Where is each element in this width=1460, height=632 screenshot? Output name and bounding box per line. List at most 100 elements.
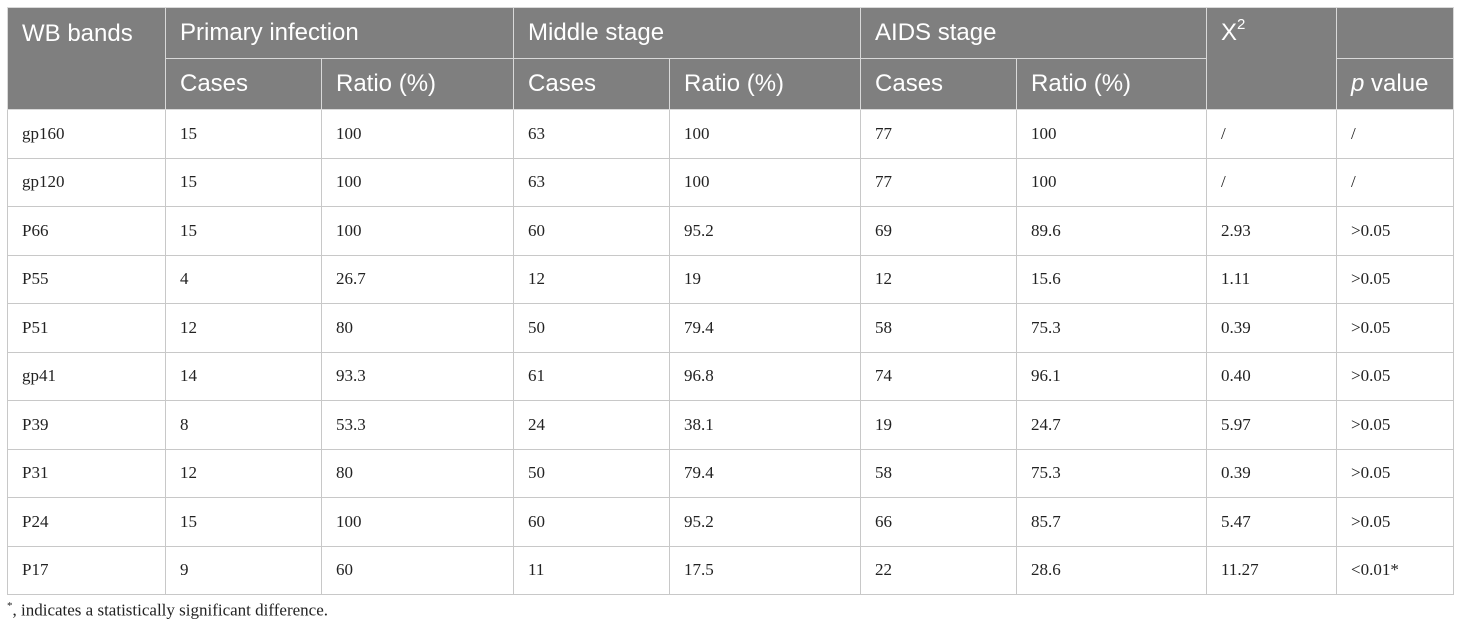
- ms-cases-cell: 61: [513, 351, 671, 401]
- ms-cases-cell: 60: [513, 497, 671, 547]
- band-cell: P24: [7, 497, 166, 547]
- aids-cases-cell: 77: [860, 157, 1018, 207]
- chi-square-cell: 0.39: [1206, 448, 1338, 498]
- table-header: WB bands Primary infection Middle stage …: [7, 7, 1455, 110]
- ms-cases-cell: 11: [513, 545, 671, 595]
- band-cell: P51: [7, 303, 166, 353]
- p-value-header: p value: [1336, 58, 1455, 110]
- ms-cases-cell: 50: [513, 448, 671, 498]
- chi-square-cell: 11.27: [1206, 545, 1338, 595]
- band-cell: P17: [7, 545, 166, 595]
- chi-square-cell: 0.39: [1206, 303, 1338, 353]
- aids-stage-header: AIDS stage: [860, 7, 1208, 59]
- ms-cases-cell: 63: [513, 157, 671, 207]
- chi-square-cell: /: [1206, 157, 1338, 207]
- aids-ratio-cell: 75.3: [1016, 448, 1208, 498]
- chi-square-superscript: 2: [1237, 16, 1246, 33]
- chi-square-header: X2: [1206, 7, 1338, 110]
- pi-cases-cell: 15: [165, 157, 322, 207]
- band-cell: gp160: [7, 109, 166, 159]
- aids-ratio-cell: 100: [1016, 109, 1208, 159]
- primary-infection-header: Primary infection: [164, 7, 515, 59]
- band-cell: P39: [7, 400, 166, 450]
- wb-bands-header: WB bands: [7, 7, 166, 110]
- pi-ratio-cell: 100: [320, 109, 515, 159]
- aids-cases-cell: 74: [860, 351, 1018, 401]
- band-cell: P66: [7, 206, 166, 256]
- p-value-cell: >0.05: [1336, 448, 1455, 498]
- pi-cases-cell: 15: [165, 206, 322, 256]
- table-row: P66 15 100 60 95.2 69 89.6 2.93 >0.05: [7, 206, 1455, 256]
- pi-cases-cell: 14: [165, 351, 322, 401]
- aids-ratio-cell: 85.7: [1016, 497, 1208, 547]
- middle-stage-header: Middle stage: [513, 7, 862, 59]
- band-cell: P55: [7, 254, 166, 304]
- aids-ratio-header: Ratio (%): [1016, 58, 1208, 110]
- table-row: P17 9 60 11 17.5 22 28.6 11.27 <0.01*: [7, 545, 1455, 595]
- p-value-cell: /: [1336, 109, 1455, 159]
- pi-ratio-cell: 100: [320, 497, 515, 547]
- pi-cases-cell: 15: [165, 497, 322, 547]
- pi-ratio-cell: 100: [320, 157, 515, 207]
- p-value-cell: >0.05: [1336, 206, 1455, 256]
- aids-cases-cell: 69: [860, 206, 1018, 256]
- aids-ratio-cell: 96.1: [1016, 351, 1208, 401]
- aids-ratio-cell: 28.6: [1016, 545, 1208, 595]
- pi-ratio-cell: 100: [320, 206, 515, 256]
- pi-cases-cell: 12: [165, 303, 322, 353]
- pi-ratio-cell: 80: [320, 303, 515, 353]
- table-row: P51 12 80 50 79.4 58 75.3 0.39 >0.05: [7, 303, 1455, 353]
- wb-bands-table: WB bands Primary infection Middle stage …: [7, 7, 1455, 595]
- aids-cases-cell: 77: [860, 109, 1018, 159]
- table-row: P55 4 26.7 12 19 12 15.6 1.11 >0.05: [7, 254, 1455, 304]
- aids-ratio-cell: 89.6: [1016, 206, 1208, 256]
- aids-cases-header: Cases: [860, 58, 1018, 110]
- ms-cases-header: Cases: [513, 58, 671, 110]
- footnote: *, indicates a statistically significant…: [7, 600, 328, 621]
- ms-ratio-cell: 95.2: [669, 497, 862, 547]
- ms-ratio-cell: 17.5: [669, 545, 862, 595]
- ms-ratio-cell: 95.2: [669, 206, 862, 256]
- chi-square-cell: 0.40: [1206, 351, 1338, 401]
- pi-ratio-cell: 80: [320, 448, 515, 498]
- pi-cases-cell: 4: [165, 254, 322, 304]
- pi-ratio-header: Ratio (%): [320, 58, 515, 110]
- table-row: P39 8 53.3 24 38.1 19 24.7 5.97 >0.05: [7, 400, 1455, 450]
- ms-cases-cell: 12: [513, 254, 671, 304]
- pi-ratio-cell: 60: [320, 545, 515, 595]
- chi-square-cell: /: [1206, 109, 1338, 159]
- aids-cases-cell: 58: [860, 448, 1018, 498]
- ms-cases-cell: 60: [513, 206, 671, 256]
- pi-ratio-cell: 26.7: [320, 254, 515, 304]
- chi-square-cell: 5.97: [1206, 400, 1338, 450]
- p-value-cell: >0.05: [1336, 303, 1455, 353]
- chi-square-cell: 1.11: [1206, 254, 1338, 304]
- ms-cases-cell: 24: [513, 400, 671, 450]
- band-cell: P31: [7, 448, 166, 498]
- p-value-cell: >0.05: [1336, 400, 1455, 450]
- footnote-text: , indicates a statistically significant …: [12, 600, 329, 620]
- p-value-italic: p: [1351, 70, 1365, 97]
- table-row: P31 12 80 50 79.4 58 75.3 0.39 >0.05: [7, 448, 1455, 498]
- pi-cases-cell: 12: [165, 448, 322, 498]
- p-value-cell: >0.05: [1336, 351, 1455, 401]
- p-value-header-top: [1336, 7, 1455, 59]
- aids-ratio-cell: 15.6: [1016, 254, 1208, 304]
- ms-cases-cell: 50: [513, 303, 671, 353]
- footnote-marker: *: [7, 600, 13, 612]
- pi-cases-cell: 8: [165, 400, 322, 450]
- ms-ratio-cell: 100: [669, 157, 862, 207]
- aids-cases-cell: 58: [860, 303, 1018, 353]
- ms-ratio-cell: 19: [669, 254, 862, 304]
- ms-ratio-cell: 96.8: [669, 351, 862, 401]
- pi-cases-cell: 15: [165, 109, 322, 159]
- aids-ratio-cell: 24.7: [1016, 400, 1208, 450]
- ms-ratio-header: Ratio (%): [669, 58, 862, 110]
- aids-cases-cell: 22: [860, 545, 1018, 595]
- ms-ratio-cell: 38.1: [669, 400, 862, 450]
- ms-ratio-cell: 79.4: [669, 303, 862, 353]
- aids-cases-cell: 66: [860, 497, 1018, 547]
- p-value-cell: /: [1336, 157, 1455, 207]
- p-value-cell: <0.01*: [1336, 545, 1455, 595]
- pi-cases-cell: 9: [165, 545, 322, 595]
